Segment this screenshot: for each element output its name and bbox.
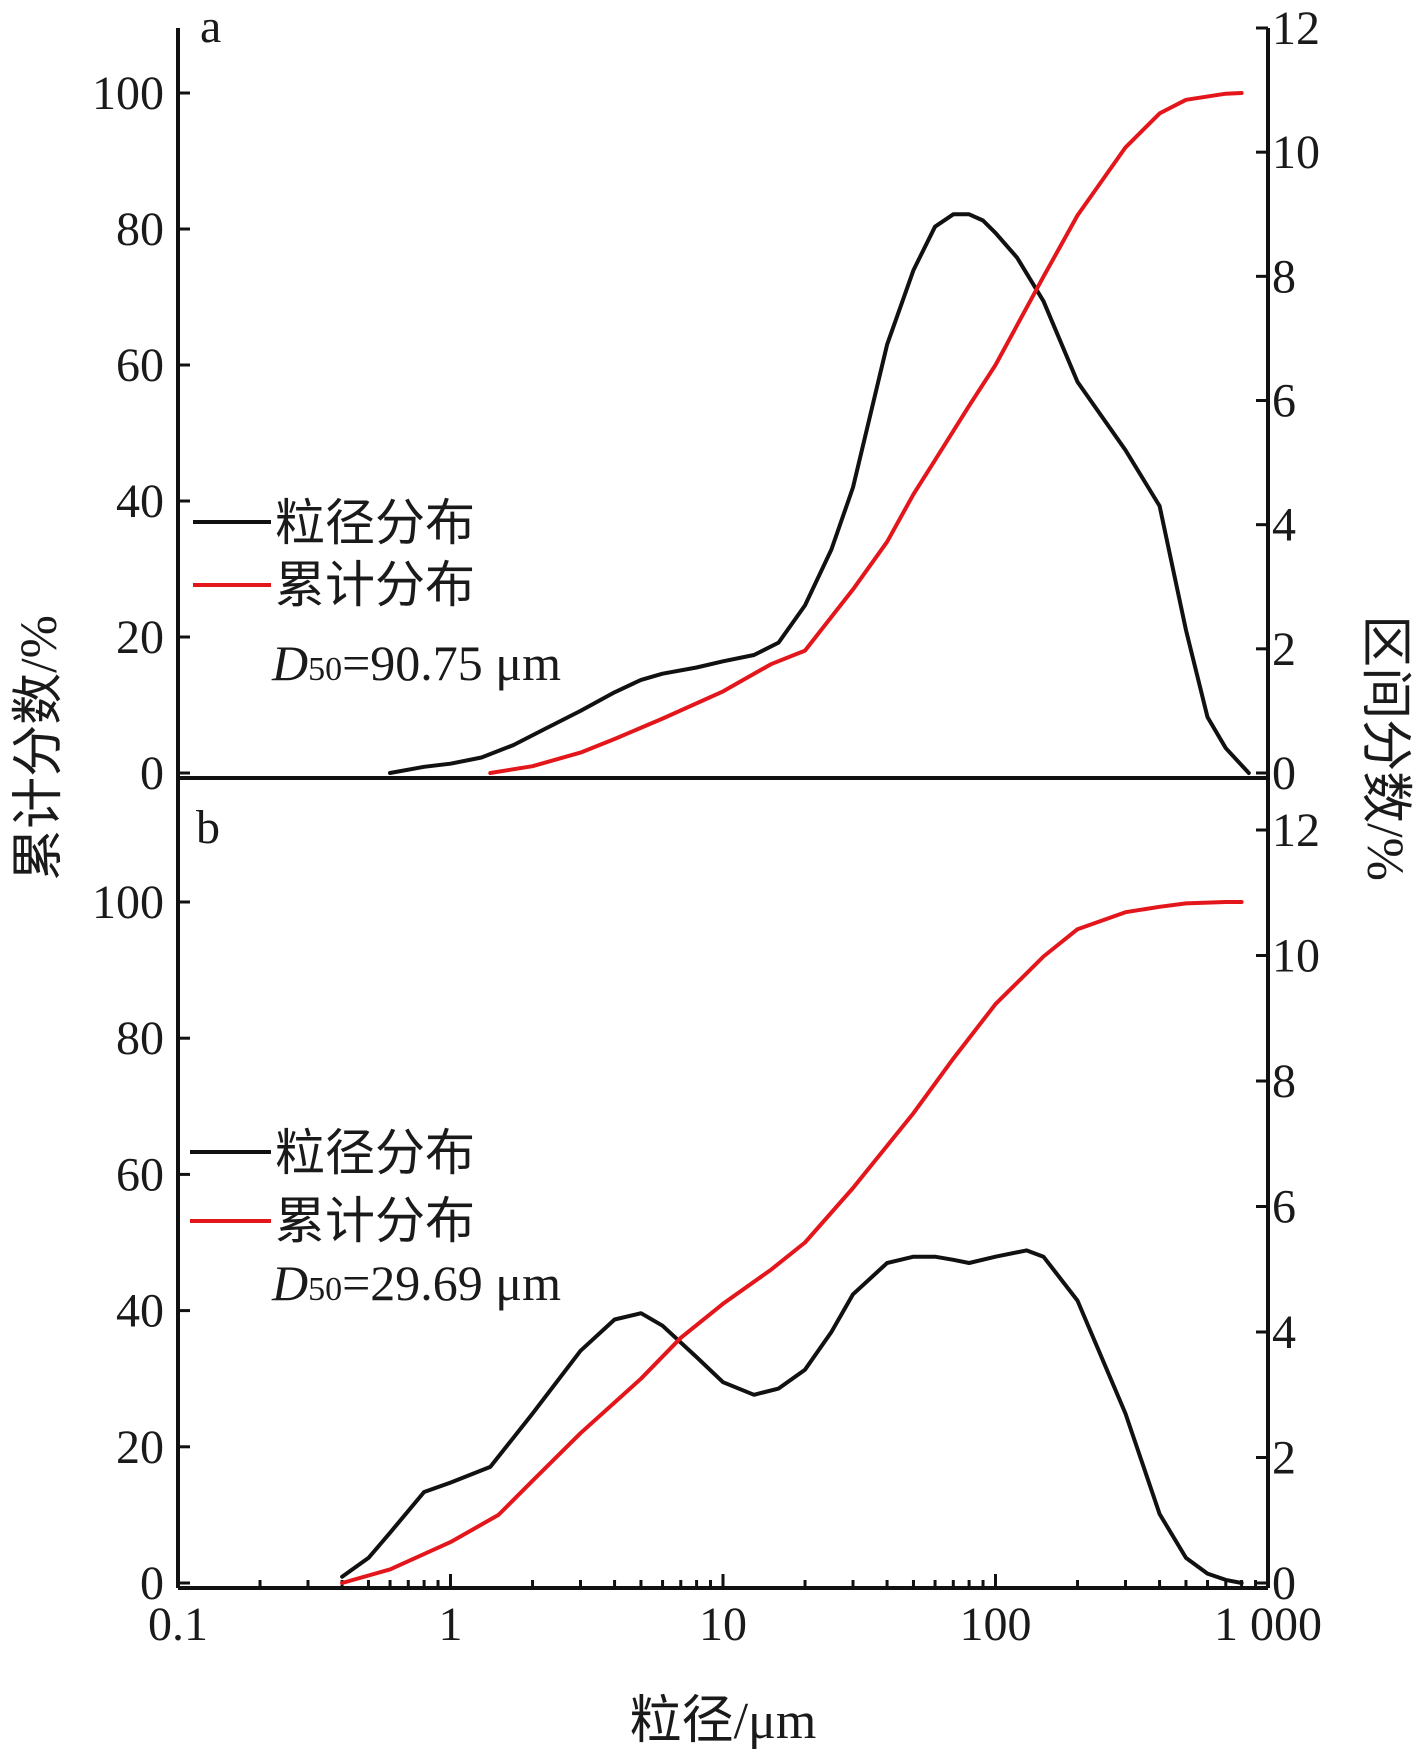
right-y-tick-label: 0 xyxy=(1272,747,1296,800)
left-y-tick-label: 20 xyxy=(116,1421,164,1474)
right-y-tick-label: 4 xyxy=(1272,499,1296,552)
panel-b-legend-cumulative-label: 累计分布 xyxy=(275,1193,475,1249)
right-y-tick-label: 10 xyxy=(1272,930,1320,983)
right-y-tick-label: 8 xyxy=(1272,250,1296,303)
panel-a-legend-distribution-label: 粒径分布 xyxy=(275,495,475,551)
panel-b-legend: 粒径分布 累计分布 D50=29.69 μm xyxy=(190,1125,561,1311)
left-y-tick-label: 100 xyxy=(92,876,164,929)
left-y-tick-label: 40 xyxy=(116,475,164,528)
panel-a: a 0 20 40 60 80 100 0 2 4 6 8 10 12 粒径分布 累计分布 D50=90… xyxy=(92,0,1320,800)
left-y-tick-label: 20 xyxy=(116,611,164,664)
left-y-tick-label: 60 xyxy=(116,1148,164,1201)
left-y-tick-label: 0 xyxy=(140,1557,164,1610)
right-y-tick-label: 8 xyxy=(1272,1055,1296,1108)
right-y-tick-label: 6 xyxy=(1272,375,1296,428)
panel-a-cumulative-line xyxy=(488,91,1244,775)
left-y-tick-label: 40 xyxy=(116,1285,164,1338)
right-y-tick-label: 10 xyxy=(1272,126,1320,179)
panel-a-legend: 粒径分布 累计分布 D50=90.75 μm xyxy=(193,495,561,691)
right-y-tick-label: 6 xyxy=(1272,1181,1296,1234)
y-axis-left-title: 累计分数/% xyxy=(11,615,68,881)
panel-a-ticks: 0 20 40 60 80 100 0 2 4 6 8 10 12 xyxy=(92,2,1320,800)
panel-b-cumulative-line xyxy=(340,900,1244,1585)
x-tick-label: 0.1 xyxy=(148,1598,208,1651)
panel-a-legend-cumulative-label: 累计分布 xyxy=(275,557,475,613)
x-axis-title: 粒径/μm xyxy=(630,1693,817,1750)
x-tick-label: 1 000 xyxy=(1214,1598,1322,1651)
panel-a-distribution-line xyxy=(388,212,1251,775)
right-y-tick-label: 12 xyxy=(1272,2,1320,55)
right-y-tick-label: 12 xyxy=(1272,804,1320,857)
left-y-tick-label: 0 xyxy=(140,747,164,800)
x-tick-label: 100 xyxy=(960,1598,1032,1651)
right-y-tick-label: 2 xyxy=(1272,623,1296,676)
left-y-tick-label: 80 xyxy=(116,203,164,256)
left-y-tick-label: 60 xyxy=(116,339,164,392)
right-y-tick-label: 0 xyxy=(1272,1557,1296,1610)
right-y-tick-label: 2 xyxy=(1272,1432,1296,1485)
panel-b-label: b xyxy=(196,801,220,854)
panel-b-series xyxy=(340,900,1244,1585)
x-tick-label: 1 xyxy=(439,1598,463,1651)
panel-a-label: a xyxy=(200,0,221,53)
panel-a-d50-annotation: D50=90.75 μm xyxy=(271,635,561,691)
panel-a-series xyxy=(388,91,1251,775)
panel-b-legend-distribution-label: 粒径分布 xyxy=(275,1125,475,1181)
left-y-tick-label: 80 xyxy=(116,1012,164,1065)
left-y-tick-label: 100 xyxy=(92,67,164,120)
panel-b: b 0 20 40 60 80 100 0 2 4 6 8 10 12 0.1 1 10 100 1 000 粒径… xyxy=(92,778,1322,1651)
y-axis-right-title: 区间分数/% xyxy=(1356,615,1413,881)
panel-b-distribution-line xyxy=(340,1248,1244,1585)
x-tick-label: 10 xyxy=(699,1598,747,1651)
panel-b-ticks: 0 20 40 60 80 100 0 2 4 6 8 10 12 0.1 1 10 100 1 000 xyxy=(92,804,1322,1651)
panel-b-d50-annotation: D50=29.69 μm xyxy=(271,1255,561,1311)
right-y-tick-label: 4 xyxy=(1272,1306,1296,1359)
